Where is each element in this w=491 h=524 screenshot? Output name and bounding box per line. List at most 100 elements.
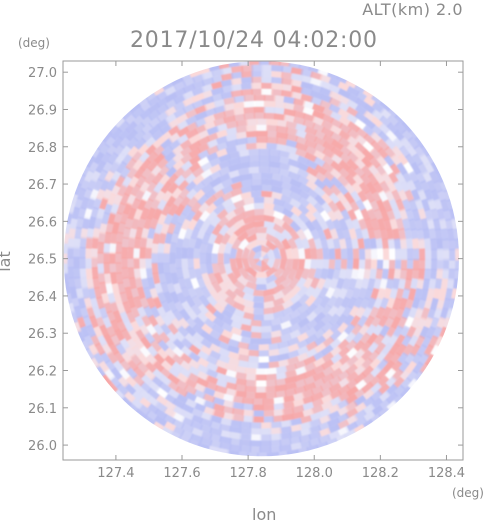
radar-cell (289, 322, 302, 333)
radar-cell (168, 124, 181, 136)
radar-cell (121, 236, 129, 249)
radar-cell (318, 218, 329, 231)
radar-cell (134, 328, 146, 342)
radar-cell (327, 209, 338, 223)
radar-cell (143, 286, 152, 300)
radar-cell (92, 276, 100, 290)
radar-cell (85, 256, 92, 269)
radar-cell (279, 333, 292, 343)
radar-cell (266, 124, 278, 132)
radar-cell (157, 212, 167, 226)
radar-cell (154, 189, 166, 203)
radar-cell (256, 142, 268, 149)
radar-cell (158, 164, 170, 178)
radar-cell (290, 79, 304, 88)
radar-cell (440, 198, 450, 212)
radar-cell (257, 362, 270, 369)
radar-cell (235, 125, 248, 133)
radar-cell (180, 300, 192, 313)
radar-cell (342, 278, 351, 291)
radar-cell (231, 237, 242, 250)
radar-cell (252, 416, 264, 423)
radar-cell (374, 172, 386, 185)
radar-cell (336, 331, 349, 344)
radar-cell (346, 158, 359, 171)
radar-cell (344, 268, 353, 281)
radar-cell (319, 86, 333, 97)
radar-cell (422, 278, 431, 291)
radar-cell (426, 218, 435, 231)
radar-cell (423, 189, 434, 203)
radar-cell (157, 262, 165, 275)
radar-cell (313, 327, 326, 340)
radar-cell (297, 317, 310, 329)
radar-cell (152, 232, 161, 245)
radar-cell (353, 296, 364, 310)
radar-cell (110, 333, 121, 347)
radar-cell (416, 228, 425, 241)
radar-cell (136, 305, 147, 319)
radar-cell (81, 216, 91, 230)
radar-cell (370, 287, 380, 301)
radar-cell (316, 258, 324, 270)
radar-cell (171, 144, 185, 156)
radar-cell (273, 113, 286, 121)
radar-cell (196, 349, 210, 361)
radar-cell (141, 189, 152, 202)
radar-cell (173, 300, 185, 313)
radar-cell (212, 196, 226, 208)
radar-cell (260, 332, 272, 339)
radar-cell (310, 404, 324, 415)
radar-cell (307, 268, 317, 280)
radar-cell (345, 339, 358, 352)
radar-cell (252, 314, 264, 321)
radar-cell (229, 419, 242, 428)
radar-cell (393, 238, 402, 251)
radar-cell (265, 227, 278, 237)
radar-cell (313, 311, 326, 324)
radar-cell (249, 446, 262, 453)
radar-cell (233, 95, 246, 103)
radar-cell (154, 222, 164, 235)
radar-cell (291, 411, 305, 420)
radar-cell (223, 96, 236, 105)
radar-cell (261, 264, 272, 273)
radar-cell (247, 349, 259, 357)
radar-cell (218, 166, 231, 176)
radar-cell (243, 197, 255, 206)
radar-cell (278, 162, 291, 171)
radar-cell (250, 190, 262, 198)
radar-cell (252, 302, 265, 309)
radar-cell (455, 258, 459, 271)
radar-cell (296, 352, 309, 363)
radar-cell (133, 247, 140, 259)
radar-cell (245, 136, 258, 144)
radar-cell (67, 236, 75, 249)
radar-cell (218, 223, 230, 236)
radar-cell (221, 399, 235, 408)
radar-cell (310, 258, 318, 270)
radar-cell (69, 286, 78, 299)
radar-cell (363, 287, 374, 301)
radar-cell (297, 324, 311, 336)
radar-cell (371, 190, 382, 203)
radar-cell (301, 408, 314, 418)
radar-cell (364, 258, 372, 270)
radar-cell (255, 227, 268, 234)
radar-cell (209, 433, 223, 443)
radar-cell (191, 338, 204, 351)
radar-cell (224, 369, 237, 378)
radar-cell (322, 177, 335, 190)
radar-cell (98, 305, 108, 319)
radar-cell (210, 93, 224, 103)
radar-cell (199, 344, 213, 356)
radar-cell (221, 197, 234, 209)
radar-cell (228, 169, 241, 179)
radar-cell (171, 345, 185, 358)
radar-cell (243, 94, 256, 102)
radar-cell (313, 136, 327, 147)
radar-cell (163, 346, 177, 359)
radar-cell (317, 414, 332, 425)
radar-cell (95, 296, 105, 310)
radar-cell (209, 439, 223, 449)
